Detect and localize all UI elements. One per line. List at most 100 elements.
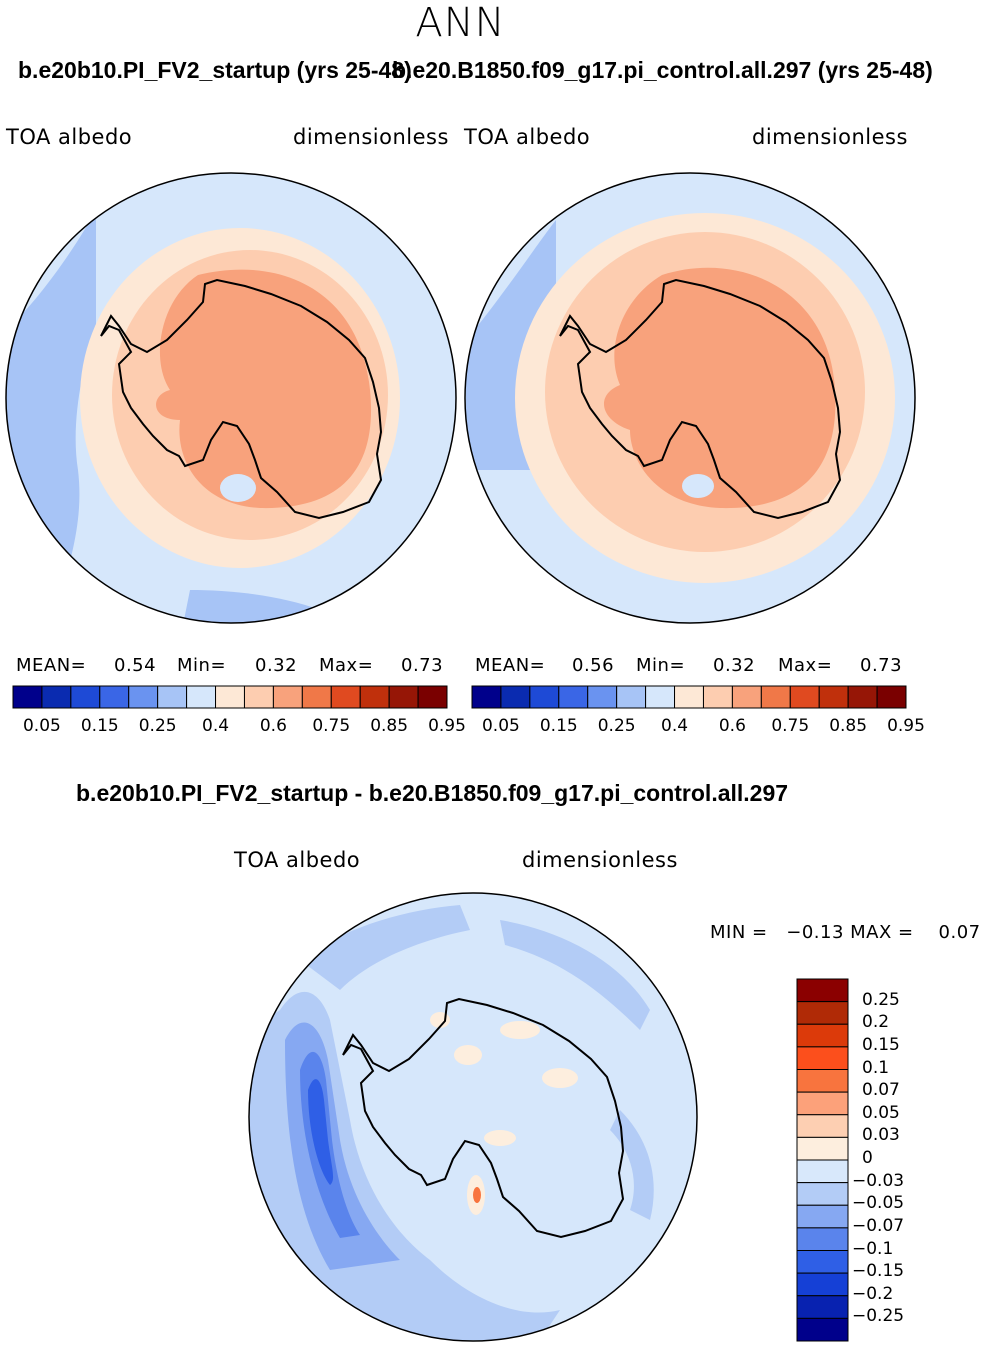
colorbar-box xyxy=(215,685,245,709)
colorbar-tick-label: 0.6 xyxy=(259,716,287,736)
panel-2-max-label: Max= xyxy=(778,655,833,676)
panel-1-min-label: Min= xyxy=(177,655,227,676)
colorbar-box xyxy=(616,685,647,709)
panel-1-max: 0.73 xyxy=(401,655,444,676)
colorbar-tick-label: 0.15 xyxy=(539,716,578,736)
colorbar-tick-label: 0.05 xyxy=(862,1102,900,1123)
colorbar-box xyxy=(796,1227,849,1251)
colorbar-box xyxy=(796,1317,849,1342)
difference-colorbar xyxy=(796,978,849,1342)
colorbar-box xyxy=(796,1272,849,1297)
colorbar-tick-label: 0.2 xyxy=(862,1012,890,1033)
colorbar-box xyxy=(789,685,820,709)
colorbar-box xyxy=(796,1023,849,1048)
colorbar-box xyxy=(796,1136,849,1161)
colorbar-tick-label: −0.2 xyxy=(852,1283,894,1304)
colorbar-box xyxy=(796,1001,849,1025)
colorbar-box xyxy=(702,685,733,709)
colorbar-box xyxy=(796,1091,849,1116)
colorbar-box xyxy=(760,685,791,709)
colorbar-tick-label: −0.15 xyxy=(852,1261,905,1282)
colorbar-tick-label: 0.25 xyxy=(862,989,900,1010)
colorbar-box xyxy=(645,685,676,709)
panel-1-max-label: Max= xyxy=(319,655,374,676)
panel-2-min: 0.32 xyxy=(713,655,756,676)
colorbar-tick-label: −0.25 xyxy=(852,1306,905,1327)
colorbar-box xyxy=(500,685,531,709)
colorbar-tick-label: 0.05 xyxy=(481,716,520,736)
colorbar-box xyxy=(471,685,502,709)
colorbar-box xyxy=(243,685,274,709)
colorbar-box xyxy=(847,685,878,709)
difference-minmax: MIN = −0.13 MAX = 0.07 xyxy=(710,922,981,943)
colorbar-tick-label: 0.07 xyxy=(862,1080,900,1101)
panel-1-colorbar xyxy=(12,685,448,709)
colorbar-box xyxy=(731,685,762,709)
colorbar-tick-label: 0.75 xyxy=(771,716,810,736)
colorbar-box xyxy=(417,685,448,709)
colorbar-box xyxy=(796,1114,849,1138)
colorbar-box xyxy=(359,685,390,709)
colorbar-tick-label: −0.07 xyxy=(852,1215,905,1236)
panel-2-mean-label: MEAN= xyxy=(475,655,546,676)
colorbar-tick-label: 0.4 xyxy=(661,716,689,736)
colorbar-box xyxy=(128,685,159,709)
colorbar-box xyxy=(796,1295,849,1319)
panel-1-min: 0.32 xyxy=(255,655,298,676)
colorbar-tick-label: −0.05 xyxy=(852,1193,905,1214)
panel-2-min-label: Min= xyxy=(636,655,686,676)
colorbar-box xyxy=(301,685,332,709)
colorbar-tick-label: 0.95 xyxy=(887,716,925,736)
difference-units: dimensionless xyxy=(522,848,678,872)
colorbar-box xyxy=(796,1204,849,1229)
panel-2-map xyxy=(465,173,915,623)
colorbar-tick-label: 0 xyxy=(862,1148,873,1168)
colorbar-tick-label: 0.95 xyxy=(428,716,466,736)
colorbar-tick-label: 0.1 xyxy=(862,1057,890,1078)
colorbar-box xyxy=(796,1182,849,1206)
colorbar-tick-label: 0.85 xyxy=(370,716,409,736)
panel-1-mean: 0.54 xyxy=(114,655,157,676)
colorbar-tick-label: 0.25 xyxy=(597,716,636,736)
colorbar-tick-label: 0.85 xyxy=(829,716,868,736)
colorbar-box xyxy=(12,685,43,709)
colorbar-tick-label: −0.1 xyxy=(852,1238,894,1259)
colorbar-box xyxy=(41,685,72,709)
colorbar-tick-label: 0.75 xyxy=(312,716,351,736)
colorbar-box xyxy=(674,685,704,709)
colorbar-tick-label: 0.6 xyxy=(718,716,746,736)
colorbar-tick-label: 0.03 xyxy=(862,1125,900,1146)
colorbar-box xyxy=(186,685,217,709)
colorbar-box xyxy=(587,685,618,709)
colorbar-box xyxy=(157,685,188,709)
colorbar-box xyxy=(99,685,130,709)
colorbar-tick-label: 0.15 xyxy=(80,716,119,736)
difference-variable: TOA albedo xyxy=(234,848,361,872)
colorbar-tick-label: 0.15 xyxy=(862,1034,900,1055)
colorbar-box xyxy=(876,685,907,709)
difference-map xyxy=(249,893,697,1341)
difference-title: b.e20b10.PI_FV2_startup - b.e20.B1850.f0… xyxy=(76,780,789,806)
panel-2-units: dimensionless xyxy=(752,125,908,149)
colorbar-box xyxy=(796,1069,849,1093)
colorbar-tick-label: 0.25 xyxy=(138,716,177,736)
panel-2-mean: 0.56 xyxy=(572,655,615,676)
colorbar-box xyxy=(818,685,849,709)
colorbar-tick-label: 0.05 xyxy=(22,716,61,736)
colorbar-box xyxy=(388,685,419,709)
colorbar-box xyxy=(272,685,303,709)
panel-2-max: 0.73 xyxy=(860,655,903,676)
panel-1-map xyxy=(6,173,456,623)
colorbar-box xyxy=(70,685,101,709)
colorbar-tick-label: −0.03 xyxy=(852,1170,905,1191)
colorbar-box xyxy=(330,685,361,709)
colorbar-box xyxy=(558,685,589,709)
colorbar-box xyxy=(796,1250,849,1274)
panel-1-title: b.e20b10.PI_FV2_startup (yrs 25-48) xyxy=(18,57,412,83)
colorbar-tick-label: 0.4 xyxy=(202,716,230,736)
colorbar-box xyxy=(796,1046,849,1070)
panel-1-variable: TOA albedo xyxy=(6,125,133,149)
panel-2-colorbar xyxy=(471,685,907,709)
season-title: ANN xyxy=(415,0,506,46)
